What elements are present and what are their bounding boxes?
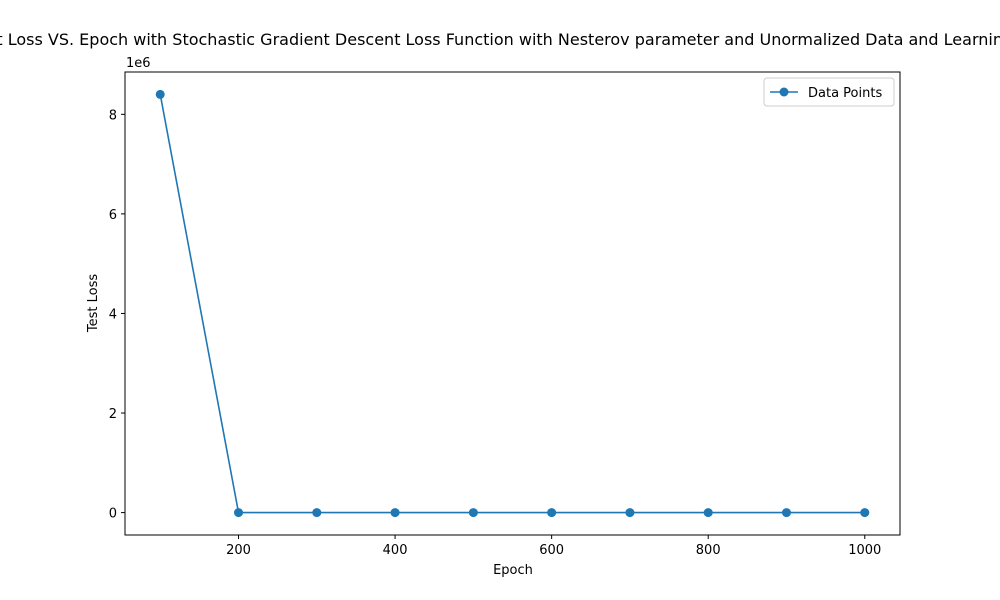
data-point [312,508,322,518]
x-tick-label: 400 [383,543,408,558]
data-point [547,508,557,518]
x-tick-label: 600 [539,543,564,558]
y-tick-label: 2 [109,407,117,422]
legend-marker-icon [779,87,789,97]
legend-label: Data Points [808,86,882,101]
data-point [703,508,713,518]
data-point [155,89,165,99]
x-tick-label: 800 [696,543,721,558]
x-tick-label: 200 [226,543,251,558]
y-tick-label: 4 [109,307,117,322]
data-point [234,508,244,518]
plot-frame [124,71,901,536]
data-point [781,508,791,518]
data-point [625,508,635,518]
legend-box [763,77,895,107]
y-tick-label: 0 [109,507,117,522]
y-offset-label: 1e6 [126,56,151,71]
data-point [468,508,478,518]
chart-title: Test Loss VS. Epoch with Stochastic Grad… [0,30,1000,49]
x-axis-label: Epoch [493,563,533,578]
data-point [860,508,870,518]
x-tick-label: 1000 [848,543,881,558]
series-line [159,94,865,514]
y-tick-label: 8 [109,108,117,123]
legend: Data Points [763,77,895,107]
y-tick-label: 6 [109,208,117,223]
y-axis-label: Test Loss [86,274,101,333]
plot-area: 200 400 600 800 1000 0 2 4 6 8 [109,71,901,558]
data-point [390,508,400,518]
